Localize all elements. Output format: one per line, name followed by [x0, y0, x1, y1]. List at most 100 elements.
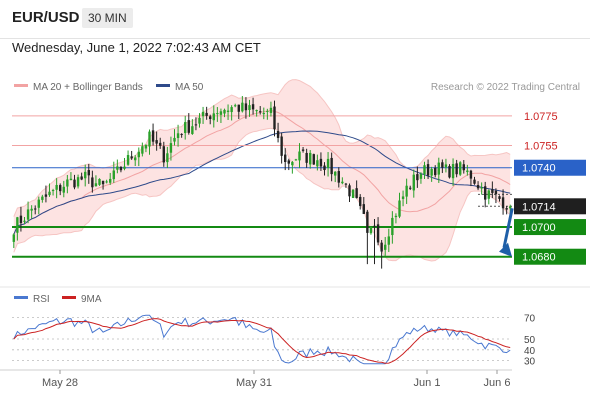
- candle-body: [101, 180, 105, 185]
- forecast-arrow-head: [499, 242, 512, 257]
- candle-body: [62, 186, 65, 193]
- bollinger-legend-swatch: [14, 84, 28, 87]
- candle-body: [134, 157, 137, 161]
- candle-body: [166, 153, 169, 163]
- candle-body: [480, 187, 483, 189]
- candle-body: [16, 217, 19, 233]
- price-label-bg: [514, 198, 586, 215]
- candle-body: [330, 157, 333, 175]
- ma50-line: [13, 130, 511, 235]
- candle-body: [444, 164, 448, 168]
- candle-body: [126, 155, 130, 165]
- candle-body: [426, 164, 430, 176]
- candle-body: [473, 179, 476, 184]
- candle-body: [455, 163, 458, 175]
- candle-body: [376, 224, 380, 243]
- rsi-ma-legend-swatch: [62, 296, 76, 299]
- candle-body: [116, 166, 119, 170]
- candle-body: [355, 188, 358, 199]
- rsi-ma-line: [13, 318, 511, 364]
- rsi-tick-70: 70: [524, 313, 536, 324]
- candle-body: [459, 162, 462, 175]
- candle-body: [184, 122, 187, 134]
- candle-body: [162, 146, 165, 163]
- rsi-tick-40: 40: [524, 346, 536, 357]
- candle-body: [44, 194, 48, 197]
- chart-header: EUR/USD 30 MIN: [0, 0, 590, 39]
- candle-body: [255, 109, 258, 112]
- candle-body: [23, 220, 26, 222]
- candle-body: [37, 199, 40, 208]
- candle-body: [66, 179, 69, 187]
- price-label-bg: [514, 219, 586, 236]
- candle-body: [194, 124, 198, 126]
- candle-body: [423, 165, 426, 175]
- candle-body: [237, 104, 240, 112]
- candle-body: [298, 151, 301, 161]
- price-label-bg: [514, 159, 586, 176]
- candle-body: [498, 196, 501, 199]
- candle-body: [437, 162, 440, 175]
- interval-badge[interactable]: 30 MIN: [82, 8, 133, 28]
- candle-body: [280, 136, 283, 156]
- candle-body: [419, 174, 423, 179]
- candle-body: [244, 103, 248, 111]
- candle-body: [405, 185, 408, 197]
- price-label-bg: [514, 248, 586, 265]
- ma20-line: [13, 109, 511, 235]
- ma50-legend-swatch: [156, 84, 170, 87]
- candle-body: [262, 113, 265, 115]
- candle-body: [373, 225, 376, 227]
- candle-body: [284, 154, 287, 162]
- candle-body: [509, 206, 512, 209]
- candle-body: [159, 142, 162, 146]
- candle-body: [19, 215, 23, 224]
- candle-body: [487, 190, 490, 199]
- candle-body: [287, 160, 290, 164]
- candle-body: [409, 187, 412, 189]
- candle-body: [173, 137, 176, 142]
- candle-body: [76, 177, 80, 187]
- candle-body: [55, 184, 58, 190]
- candle-body: [362, 204, 365, 214]
- candle-body: [323, 165, 326, 171]
- candle-body: [359, 196, 362, 206]
- candle-body: [94, 183, 98, 187]
- candle-body: [494, 190, 498, 195]
- candle-body: [91, 177, 94, 188]
- candle-body: [26, 209, 30, 220]
- candle-body: [384, 244, 387, 250]
- candle-body: [366, 211, 369, 233]
- candle-body: [380, 242, 383, 252]
- candle-body: [466, 170, 469, 173]
- candle-body: [148, 131, 151, 147]
- candle-body: [326, 158, 330, 168]
- candle-body: [273, 106, 276, 130]
- candle-body: [241, 102, 244, 112]
- candle-body: [309, 152, 312, 165]
- candle-body: [448, 165, 451, 178]
- candle-body: [151, 130, 155, 142]
- candle-body: [155, 140, 158, 144]
- candle-body: [387, 236, 390, 245]
- candle-body: [491, 189, 494, 193]
- candle-body: [416, 174, 419, 181]
- candle-body: [198, 117, 201, 124]
- price-label-1-0740: 1.0740: [522, 163, 556, 175]
- candle-body: [226, 110, 230, 112]
- candle-body: [294, 159, 298, 161]
- credit-label: Research © 2022 Trading Central: [431, 82, 580, 93]
- candle-body: [501, 197, 505, 209]
- candle-body: [451, 164, 455, 179]
- candle-body: [401, 196, 405, 199]
- candle-body: [59, 185, 62, 192]
- candle-body: [301, 149, 305, 151]
- candle-body: [269, 107, 273, 113]
- candle-body: [259, 111, 262, 113]
- candle-body: [276, 130, 280, 138]
- candle-body: [316, 160, 319, 167]
- candle-body: [34, 208, 37, 210]
- candle-body: [441, 162, 444, 168]
- candle-body: [412, 174, 415, 191]
